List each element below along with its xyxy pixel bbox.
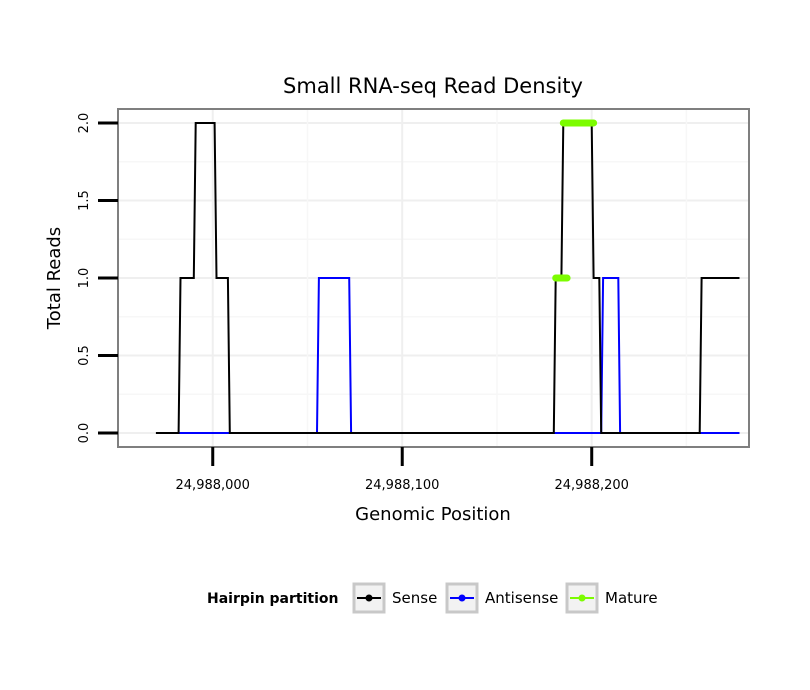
y-tick-label: 2.0 xyxy=(77,113,92,134)
grid-lines xyxy=(118,109,749,447)
mature-legend-dot xyxy=(578,594,586,602)
chart-title: Small RNA-seq Read Density xyxy=(283,74,583,98)
y-axis-title: Total Reads xyxy=(44,227,65,330)
y-tick-label: 1.0 xyxy=(77,268,92,289)
x-axis: 24,988,000 24,988,100 24,988,200 xyxy=(176,447,629,493)
sense-series-line xyxy=(155,122,740,434)
y-tick-label: 0.5 xyxy=(77,345,92,366)
data-series xyxy=(155,119,740,434)
mature-legend-label: Mature xyxy=(605,589,658,607)
antisense-legend-dot xyxy=(458,594,466,602)
y-tick-label: 0.0 xyxy=(77,423,92,444)
sense-legend-dot xyxy=(365,594,373,602)
legend-title: Hairpin partition xyxy=(207,591,338,607)
antisense-legend-label: Antisense xyxy=(485,589,558,607)
y-tick-label: 1.5 xyxy=(77,190,92,211)
legend: Hairpin partition Sense Antisense Mature xyxy=(207,582,658,614)
x-tick-label: 24,988,000 xyxy=(176,478,250,493)
x-tick-label: 24,988,200 xyxy=(555,478,629,493)
y-axis: 0.0 0.5 1.0 1.5 2.0 xyxy=(77,113,118,444)
sense-legend-label: Sense xyxy=(392,589,437,607)
x-axis-title: Genomic Position xyxy=(355,504,511,525)
x-tick-label: 24,988,100 xyxy=(365,478,439,493)
